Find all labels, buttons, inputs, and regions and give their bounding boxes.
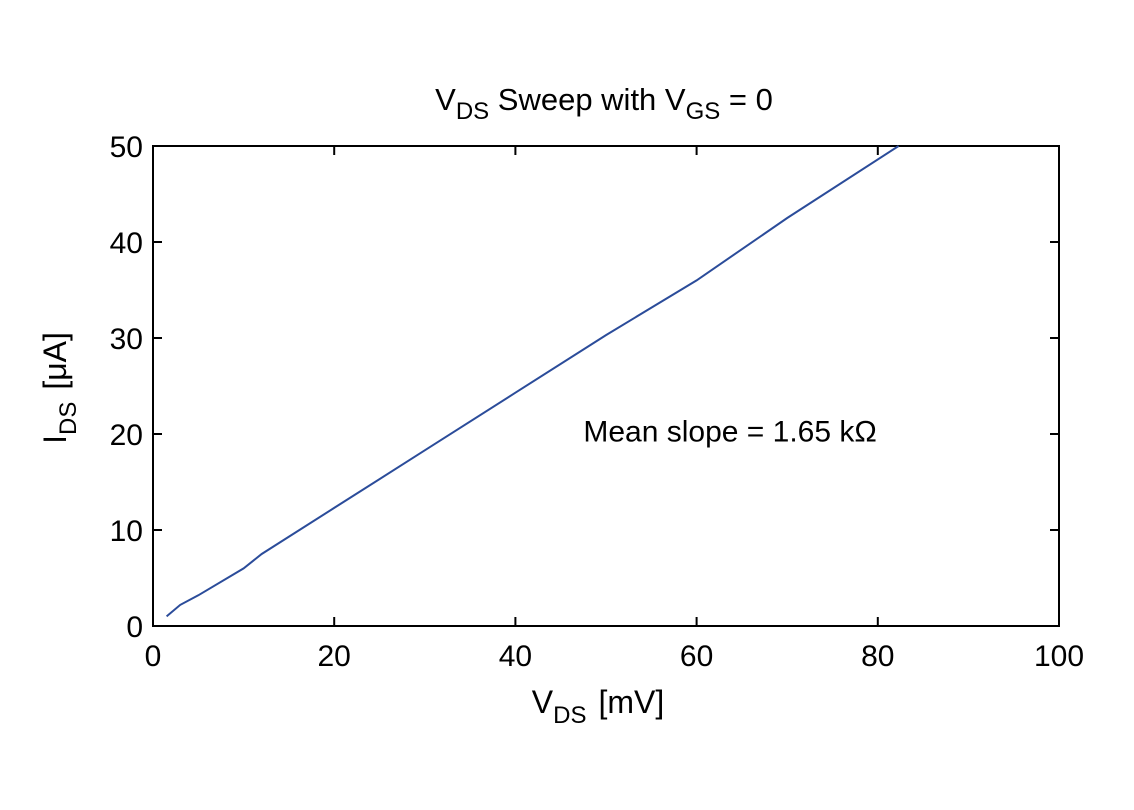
- plot-frame: [152, 145, 1060, 627]
- mean-slope-annotation: Mean slope = 1.65 kΩ: [583, 416, 876, 449]
- series-layer: [165, 145, 900, 618]
- x-axis-label-main: V: [532, 684, 554, 720]
- title-tail: = 0: [720, 82, 773, 117]
- y-tick-label: 30: [110, 323, 143, 356]
- x-tick-label: 0: [145, 640, 162, 673]
- y-tick-label: 20: [110, 419, 143, 452]
- series-line: [165, 145, 900, 618]
- axis-tick-labels: 0 20 40 60 80 100 0 10 20 30 40 50: [110, 131, 1084, 673]
- title-v: V: [435, 82, 456, 117]
- y-tick-label: 40: [110, 227, 143, 260]
- x-tick-label: 60: [680, 640, 713, 673]
- x-tick-label: 20: [318, 640, 351, 673]
- y-tick-label: 10: [110, 515, 143, 548]
- title-gs-sub: GS: [686, 98, 721, 125]
- y-tick-label: 50: [110, 131, 143, 164]
- x-axis-label-unit: [mV]: [598, 684, 664, 720]
- y-axis-label-main: I: [37, 435, 73, 444]
- y-axis-label-sub: DS: [55, 402, 82, 435]
- x-tick-label: 40: [499, 640, 532, 673]
- y-axis-label: IDS [μA]: [37, 332, 82, 444]
- x-axis-label-sub: DS: [553, 702, 586, 729]
- chart-title: VDS Sweep with VGS = 0: [435, 82, 773, 125]
- title-mid: Sweep with V: [489, 82, 686, 117]
- x-tick-label: 80: [861, 640, 894, 673]
- axis-ticks: [152, 145, 1060, 627]
- title-v-sub: DS: [456, 98, 489, 125]
- y-tick-label: 0: [126, 611, 143, 644]
- x-axis-label: VDS [mV]: [532, 684, 664, 729]
- y-axis-label-unit: [μA]: [37, 332, 73, 390]
- x-tick-label: 100: [1034, 640, 1084, 673]
